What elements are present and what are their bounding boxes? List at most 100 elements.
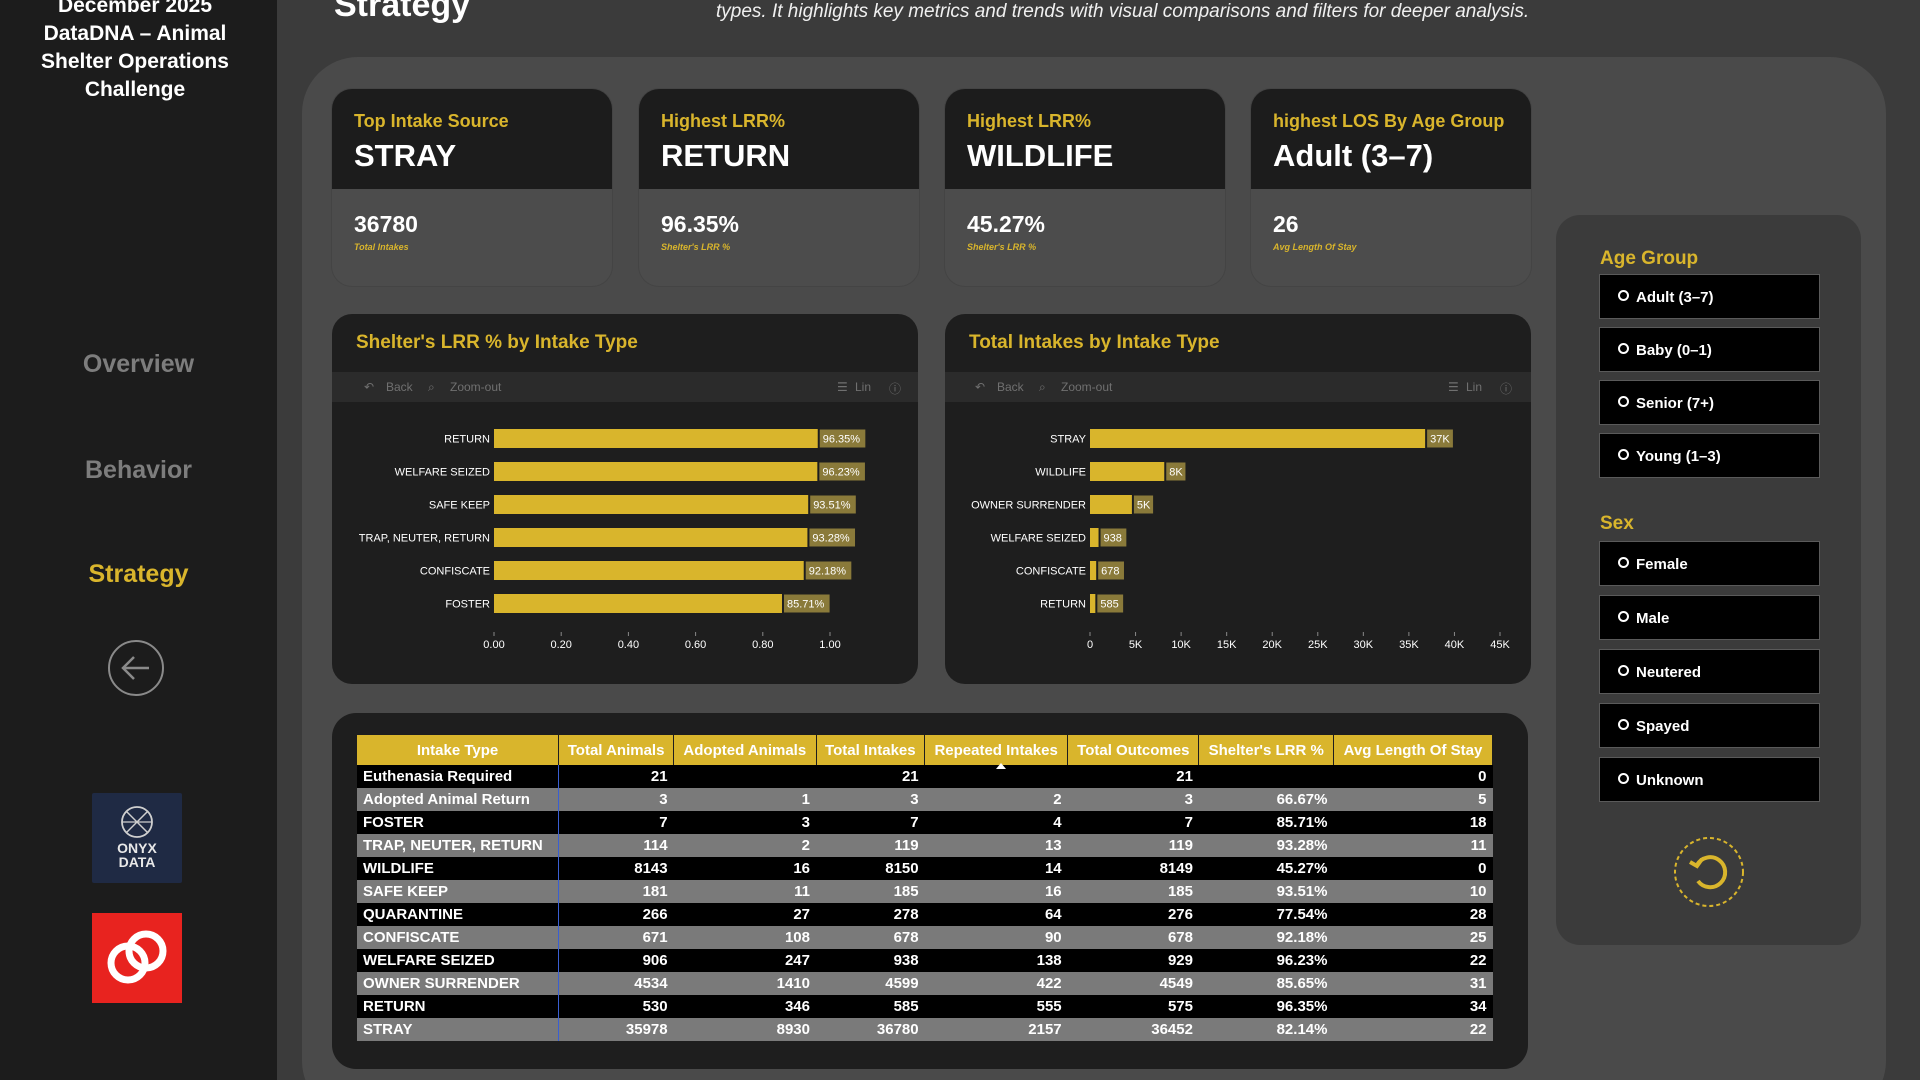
kpi-headline: Adult (3–7) [1273, 138, 1434, 173]
sex-option[interactable]: Female [1599, 541, 1820, 586]
category-label: WELFARE SEIZED [395, 467, 490, 479]
kpi-label: Top Intake Source [354, 111, 509, 131]
sex-option[interactable]: Neutered [1599, 649, 1820, 694]
table-cell: 247 [673, 949, 816, 972]
toolbar-lin-button[interactable]: Lin [855, 380, 872, 394]
age-group-option[interactable]: Young (1–3) [1599, 433, 1820, 478]
bar [1090, 594, 1096, 613]
table-cell: 575 [1067, 995, 1199, 1018]
back-icon[interactable]: ↶ [364, 380, 375, 394]
bar [1090, 561, 1097, 580]
bar [494, 561, 804, 580]
x-tick-label: 0.00 [483, 639, 504, 651]
kpi-sublabel: Shelter's LRR % [967, 242, 1037, 252]
table-cell: 266 [558, 903, 674, 926]
age-group-option-label: Young (1–3) [1636, 448, 1721, 465]
data-label-bg [1097, 594, 1124, 613]
age-group-option[interactable]: Baby (0–1) [1599, 327, 1820, 372]
back-button[interactable] [108, 640, 164, 696]
table-row[interactable]: Euthenasia Required 21 21 21 0 [357, 765, 1493, 788]
radio-icon [1618, 449, 1629, 460]
table-cell: 8930 [673, 1018, 816, 1041]
brand-title: December 2025 DataDNA – Animal Shelter O… [0, 0, 270, 104]
x-tick-label: 5K [1129, 639, 1143, 651]
table-cell: OWNER SURRENDER [357, 972, 560, 995]
column-header[interactable]: Adopted Animals [673, 735, 817, 765]
list-icon[interactable]: ☰ [837, 380, 848, 394]
age-group-option[interactable]: Senior (7+) [1599, 380, 1820, 425]
zoom-out-icon[interactable]: ⌕ [428, 380, 435, 394]
lrr-by-intake-type-chart: Shelter's LRR % by Intake Type ↶ Back ⌕ … [332, 314, 918, 684]
kpi-sublabel: Shelter's LRR % [661, 242, 731, 252]
table-row[interactable]: WELFARE SEIZED 906 247 938 138 929 96.23% 22 [357, 949, 1493, 972]
table-cell: 96.23% [1198, 949, 1334, 972]
back-icon[interactable]: ↶ [975, 380, 986, 394]
table-cell: 77.54% [1198, 903, 1334, 926]
list-icon[interactable]: ☰ [1448, 380, 1459, 394]
table-row[interactable]: RETURN 530 346 585 555 575 96.35% 34 [357, 995, 1493, 1018]
table-row[interactable]: TRAP, NEUTER, RETURN 114 2 119 13 119 93.28% 11 [357, 834, 1493, 857]
data-label-bg [805, 561, 852, 580]
column-header[interactable]: Total Outcomes [1067, 735, 1200, 765]
sex-option[interactable]: Unknown [1599, 757, 1820, 802]
sex-option[interactable]: Male [1599, 595, 1820, 640]
reset-filters-button[interactable] [1672, 835, 1746, 909]
data-label-bg [1100, 528, 1127, 547]
toolbar-zoom-out-button[interactable]: Zoom-out [1061, 380, 1113, 394]
x-tick-label: 1.00 [819, 639, 840, 651]
table-row[interactable]: QUARANTINE 266 27 278 64 276 77.54% 28 [357, 903, 1493, 926]
nav-strategy[interactable]: Strategy [88, 560, 189, 588]
table-cell: 7 [816, 811, 925, 834]
zoom-out-icon[interactable]: ⌕ [1039, 380, 1046, 394]
x-tick-label: 0 [1087, 639, 1093, 651]
table-cell: 64 [924, 903, 1068, 926]
table-row[interactable]: STRAY 35978 8930 36780 2157 36452 82.14% 22 [357, 1018, 1493, 1041]
table-cell: 27 [673, 903, 816, 926]
category-label: WILDLIFE [1035, 467, 1086, 479]
onyx-logo-text: DATA [118, 854, 156, 870]
kpi-card-top-intake-source: Top Intake Source STRAY 36780 Total Inta… [332, 89, 612, 286]
toolbar-back-button[interactable]: Back [997, 380, 1024, 394]
table-cell: 1410 [673, 972, 816, 995]
help-icon[interactable]: ⓘ [1500, 382, 1513, 396]
table-row[interactable]: Adopted Animal Return 3 1 3 2 3 66.67% 5 [357, 788, 1493, 811]
column-header[interactable]: Intake Type [357, 735, 560, 765]
radio-icon [1618, 557, 1629, 568]
column-header[interactable]: Total Intakes [816, 735, 926, 765]
table-cell: 25 [1333, 926, 1493, 949]
column-header[interactable]: Total Animals [558, 735, 675, 765]
toolbar-back-button[interactable]: Back [386, 380, 413, 394]
nav-overview[interactable]: Overview [82, 350, 195, 378]
table-cell: 185 [1067, 880, 1199, 903]
column-header[interactable]: Shelter's LRR % [1198, 735, 1334, 765]
kpi-label: Highest LRR% [967, 111, 1092, 131]
x-tick-label: 30K [1354, 639, 1374, 651]
sort-ascending-icon [996, 763, 1007, 769]
table-cell: 35978 [558, 1018, 674, 1041]
toolbar-lin-button[interactable]: Lin [1466, 380, 1483, 394]
table-cell: Euthenasia Required [357, 765, 560, 788]
help-icon[interactable]: ⓘ [889, 382, 902, 396]
table-row[interactable]: WILDLIFE 8143 16 8150 14 8149 45.27% 0 [357, 857, 1493, 880]
nav-behavior[interactable]: Behavior [85, 456, 192, 484]
table-cell: 8143 [558, 857, 674, 880]
toolbar-zoom-out-button[interactable]: Zoom-out [450, 380, 502, 394]
age-group-option-label: Senior (7+) [1636, 395, 1714, 412]
column-header[interactable]: Repeated Intakes [924, 735, 1069, 769]
sex-option[interactable]: Spayed [1599, 703, 1820, 748]
radio-icon [1618, 611, 1629, 622]
table-row[interactable]: FOSTER 7 3 7 4 7 85.71% 18 [357, 811, 1493, 834]
table-row[interactable]: OWNER SURRENDER 4534 1410 4599 422 4549 85.65%… [357, 972, 1493, 995]
table-cell: 119 [1067, 834, 1199, 857]
table-cell: 7 [1067, 811, 1199, 834]
table-cell: 36452 [1067, 1018, 1199, 1041]
table-cell: 422 [924, 972, 1068, 995]
table-row[interactable]: SAFE KEEP 181 11 185 16 185 93.51% 10 [357, 880, 1493, 903]
table-row[interactable]: CONFISCATE 671 108 678 90 678 92.18% 25 [357, 926, 1493, 949]
kpi-sublabel: Total Intakes [354, 242, 409, 252]
bar [1090, 462, 1165, 481]
column-header[interactable]: Avg Length Of Stay [1333, 735, 1494, 765]
age-group-option[interactable]: Adult (3–7) [1599, 274, 1820, 319]
data-label-bg [1098, 561, 1124, 580]
brand-title-line: December 2025 [57, 0, 213, 17]
